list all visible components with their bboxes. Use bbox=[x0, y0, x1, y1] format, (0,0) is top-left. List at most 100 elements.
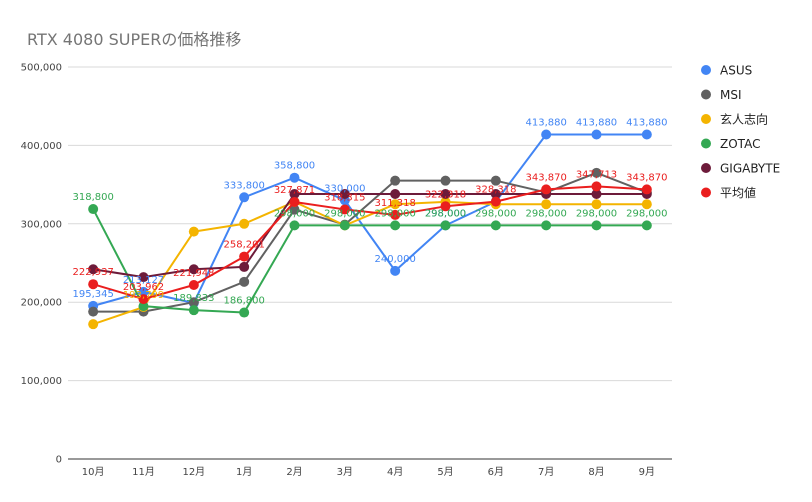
legend-label: MSI bbox=[720, 88, 742, 102]
data-point bbox=[138, 294, 149, 305]
legend-label: 平均値 bbox=[720, 185, 756, 200]
data-point bbox=[440, 201, 451, 212]
data-label: 327,871 bbox=[274, 185, 315, 196]
legend-marker bbox=[701, 163, 711, 173]
x-tick-label: 2月 bbox=[286, 466, 302, 478]
y-tick-label: 500,000 bbox=[21, 63, 62, 74]
data-label: 298,000 bbox=[374, 208, 415, 219]
data-point bbox=[390, 209, 401, 220]
data-point bbox=[88, 319, 99, 330]
data-label: 258,201 bbox=[223, 240, 264, 251]
data-point bbox=[541, 129, 552, 140]
data-point bbox=[591, 167, 602, 178]
legend-marker bbox=[701, 89, 711, 100]
data-label: 186,800 bbox=[223, 296, 264, 307]
data-label: 298,000 bbox=[576, 208, 617, 219]
data-point bbox=[490, 189, 501, 200]
legend-marker bbox=[701, 138, 711, 149]
data-point bbox=[88, 264, 99, 275]
y-tick-label: 100,000 bbox=[21, 376, 62, 387]
data-point bbox=[641, 199, 652, 210]
data-label: 298,000 bbox=[425, 208, 466, 219]
data-label: 330,000 bbox=[324, 183, 365, 194]
legend-label: GIGABYTE bbox=[720, 162, 780, 176]
x-tick-label: 10月 bbox=[82, 466, 105, 478]
legend-label: ZOTAC bbox=[720, 137, 760, 151]
data-point bbox=[591, 199, 602, 210]
data-label: 298,000 bbox=[425, 208, 466, 219]
data-point bbox=[591, 220, 602, 231]
y-tick-label: 200,000 bbox=[21, 298, 62, 309]
data-point bbox=[239, 192, 250, 203]
x-tick-label: 7月 bbox=[538, 466, 554, 478]
data-label: 328,318 bbox=[475, 185, 516, 196]
data-point bbox=[591, 189, 602, 200]
data-point bbox=[591, 129, 602, 140]
chart-title: RTX 4080 SUPERの価格推移 bbox=[27, 30, 242, 49]
data-point bbox=[289, 172, 300, 183]
data-point bbox=[541, 199, 552, 210]
data-point bbox=[239, 307, 250, 318]
x-tick-label: 1月 bbox=[236, 466, 252, 478]
x-tick-label: 9月 bbox=[639, 466, 655, 478]
data-point bbox=[239, 261, 250, 272]
data-point bbox=[440, 189, 451, 200]
series-line bbox=[92, 133, 647, 307]
data-point bbox=[88, 279, 99, 290]
data-point bbox=[289, 189, 300, 200]
data-point bbox=[490, 175, 501, 186]
series-line bbox=[92, 208, 647, 314]
data-point bbox=[239, 251, 250, 262]
data-label: 318,315 bbox=[324, 192, 365, 203]
data-point bbox=[138, 272, 149, 283]
data-point bbox=[641, 220, 652, 231]
data-label: 343,870 bbox=[626, 172, 667, 183]
data-label: 193,799 bbox=[123, 290, 164, 301]
data-label: 203,962 bbox=[123, 282, 164, 293]
data-point bbox=[591, 181, 602, 192]
y-tick-label: 300,000 bbox=[21, 219, 62, 230]
data-point bbox=[541, 184, 552, 195]
legend-label: 玄人志向 bbox=[720, 112, 768, 127]
data-label: 222,937 bbox=[72, 267, 113, 278]
data-label: 343,870 bbox=[525, 172, 566, 183]
data-label: 318,800 bbox=[72, 192, 113, 203]
data-point bbox=[440, 175, 451, 186]
x-tick-label: 3月 bbox=[337, 466, 353, 478]
data-point bbox=[188, 226, 199, 237]
data-label: 213,127 bbox=[123, 275, 164, 286]
data-point bbox=[390, 220, 401, 231]
data-label: 298,000 bbox=[475, 208, 516, 219]
data-point bbox=[138, 301, 149, 312]
data-label: 298,000 bbox=[626, 208, 667, 219]
series-line bbox=[92, 185, 647, 301]
x-tick-label: 8月 bbox=[588, 466, 604, 478]
data-label: 322,318 bbox=[425, 189, 466, 200]
data-point bbox=[239, 218, 250, 229]
data-label: 221,948 bbox=[173, 268, 214, 279]
legend-marker bbox=[701, 65, 711, 75]
data-label: 195,345 bbox=[72, 289, 113, 300]
data-point bbox=[88, 306, 99, 317]
data-label: 347,713 bbox=[576, 169, 617, 180]
data-label: 298,000 bbox=[324, 208, 365, 219]
data-point bbox=[390, 199, 401, 210]
data-point bbox=[390, 265, 401, 276]
data-point bbox=[339, 204, 350, 215]
data-label: 413,880 bbox=[626, 118, 667, 129]
data-point bbox=[239, 276, 250, 287]
data-label: 298,000 bbox=[274, 208, 315, 219]
data-point bbox=[339, 189, 350, 200]
data-label: 413,880 bbox=[576, 118, 617, 129]
data-point bbox=[440, 220, 451, 231]
x-tick-label: 6月 bbox=[488, 466, 504, 478]
data-point bbox=[188, 264, 199, 275]
data-point bbox=[138, 286, 149, 297]
data-point bbox=[289, 204, 300, 215]
data-point bbox=[641, 129, 652, 140]
data-label: 311,318 bbox=[374, 198, 415, 209]
legend-marker bbox=[701, 187, 711, 198]
x-tick-label: 12月 bbox=[182, 466, 205, 478]
